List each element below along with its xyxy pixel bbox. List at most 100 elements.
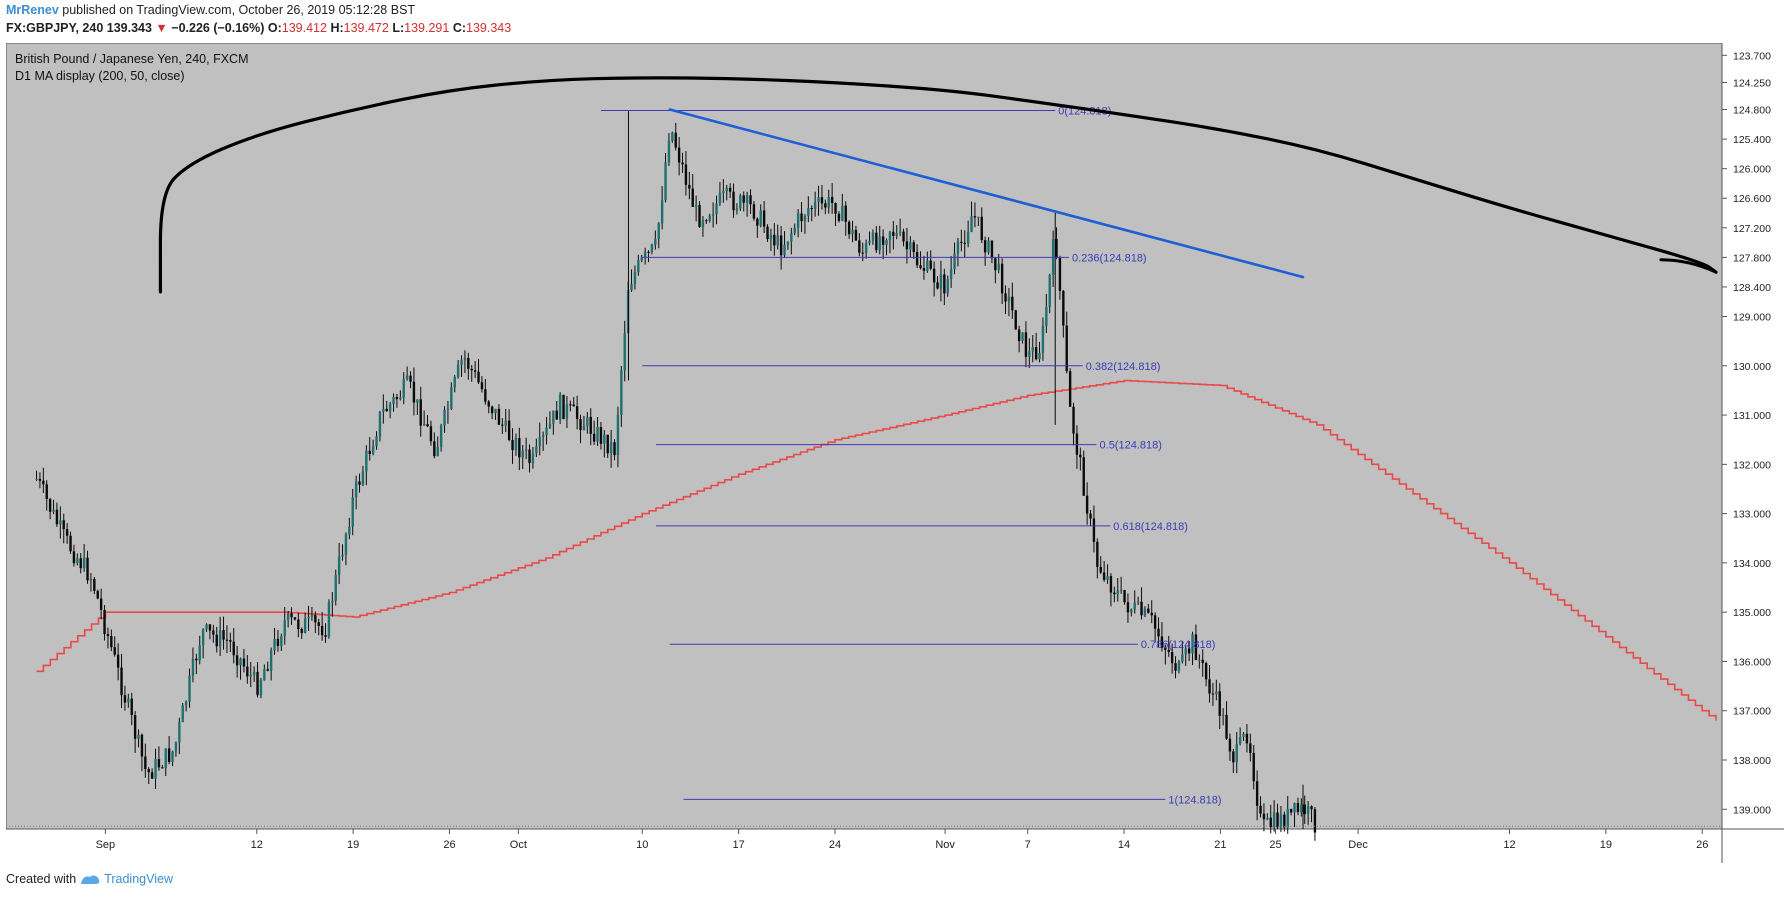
candle-body — [922, 268, 926, 271]
candle-body — [348, 526, 351, 535]
candle-body — [388, 404, 392, 412]
candle-body — [691, 188, 694, 207]
candle-body — [470, 368, 473, 371]
candle-body — [1228, 738, 1232, 752]
time-tick-label: 26 — [1696, 839, 1708, 851]
candle-body — [871, 232, 875, 241]
candle-body — [150, 772, 154, 779]
trendline[interactable] — [668, 108, 1305, 279]
candle-body — [769, 234, 773, 240]
fib-level-label: 1(124.818) — [1168, 794, 1221, 806]
fib-level-label: 0.382(124.818) — [1086, 361, 1161, 373]
candle-body — [977, 216, 980, 218]
candle-body — [93, 579, 96, 591]
black-curve-line[interactable] — [158, 76, 1718, 294]
candle-body — [127, 698, 130, 703]
candle-body — [1065, 325, 1068, 372]
candle-body — [885, 240, 888, 245]
candle-body — [215, 634, 218, 647]
candle-body — [1153, 615, 1157, 629]
time-tick-label: 14 — [1118, 839, 1130, 851]
candle-body — [820, 197, 824, 204]
candle-body — [412, 381, 416, 403]
candle-body — [1099, 566, 1102, 573]
candle-body — [725, 187, 728, 192]
low-value: 139.291 — [404, 21, 450, 35]
candle-body — [1130, 609, 1133, 613]
candle-body — [331, 600, 334, 603]
candle-body — [450, 387, 453, 409]
candle-body — [130, 698, 133, 716]
candle-body — [1310, 806, 1313, 810]
candle-body — [827, 197, 830, 208]
candle-body — [1017, 329, 1021, 342]
black-curve-layer[interactable] — [158, 76, 1718, 294]
candle-body — [399, 397, 402, 400]
candle-body — [919, 265, 922, 269]
candle-body — [1011, 296, 1014, 311]
candle-body — [480, 382, 484, 390]
candle-body — [144, 756, 147, 770]
candle-body — [572, 404, 575, 407]
time-axis[interactable]: Sep 12 19 26 Oct 10 17 24 Nov 7 14 21 25 Dec 12 19 26 — [96, 829, 1709, 851]
candle-body — [310, 614, 314, 617]
price-tick-label: 134.000 — [1733, 558, 1771, 570]
candle-body — [246, 666, 249, 677]
candle-body — [524, 449, 528, 451]
candle-body — [1150, 612, 1153, 616]
candle-body — [688, 184, 691, 189]
candle-body — [337, 556, 341, 575]
price-tick-label: 128.400 — [1733, 282, 1771, 294]
time-tick-label: 10 — [636, 839, 648, 851]
candle-body — [1164, 647, 1167, 650]
candle-body — [232, 641, 235, 656]
candle-body — [970, 216, 973, 232]
candle-body — [864, 243, 868, 254]
candle-body — [599, 426, 603, 444]
candle-body — [824, 203, 827, 208]
footer: Created with TradingView — [6, 872, 173, 886]
candle-body — [1272, 812, 1276, 828]
candle-body — [732, 191, 735, 211]
candle-body — [960, 241, 963, 243]
candle-body — [96, 590, 99, 599]
candle-body — [518, 438, 521, 458]
publish-text: published on TradingView.com, October 26… — [58, 3, 416, 17]
quote-bar: FX:GBPJPY, 240 139.343 ▼ −0.226 (−0.16%)… — [6, 21, 511, 37]
candle-body — [844, 205, 847, 222]
plot-area[interactable] — [6, 43, 1723, 830]
tradingview-logo-icon[interactable] — [80, 873, 100, 885]
tradingview-link[interactable]: TradingView — [104, 872, 173, 886]
candle-body — [72, 551, 76, 564]
time-tick-label: 12 — [1503, 839, 1515, 851]
candle-body — [1014, 310, 1017, 330]
candle-body — [375, 436, 378, 447]
price-tick-label: 129.000 — [1733, 311, 1771, 323]
candle-body — [800, 213, 803, 222]
candle-body — [535, 446, 538, 454]
candle-body — [1232, 751, 1235, 763]
author-link[interactable]: MrRenev — [6, 3, 59, 17]
candles-layer — [35, 110, 1317, 841]
candle-body — [1075, 433, 1079, 455]
candle-body — [344, 534, 348, 555]
black-curve-tail[interactable] — [1659, 258, 1718, 274]
candle-body — [606, 434, 609, 454]
candle-body — [1167, 649, 1170, 653]
candle-body — [912, 242, 915, 252]
candle-body — [1024, 332, 1028, 357]
candle-body — [484, 389, 487, 402]
trendline-layer[interactable] — [668, 108, 1305, 279]
candle-body — [633, 272, 637, 285]
candle-body — [1252, 752, 1255, 782]
price-axis[interactable]: 123.700 124.250 124.800 125.400 126.000 126.6… — [6, 50, 1771, 827]
price-tick-label: 135.000 — [1733, 607, 1771, 619]
fib-layer[interactable]: 0(124.818)0.236(124.818)0.382(124.818)0.… — [600, 106, 1222, 807]
fib-level-label: 0.5(124.818) — [1100, 440, 1162, 452]
candle-body — [728, 187, 732, 192]
candle-body — [184, 701, 188, 706]
price-chart[interactable]: 0(124.818)0.236(124.818)0.382(124.818)0.… — [6, 43, 1784, 863]
candle-body — [722, 191, 725, 193]
candle-body — [541, 435, 545, 437]
candle-body — [263, 669, 266, 681]
